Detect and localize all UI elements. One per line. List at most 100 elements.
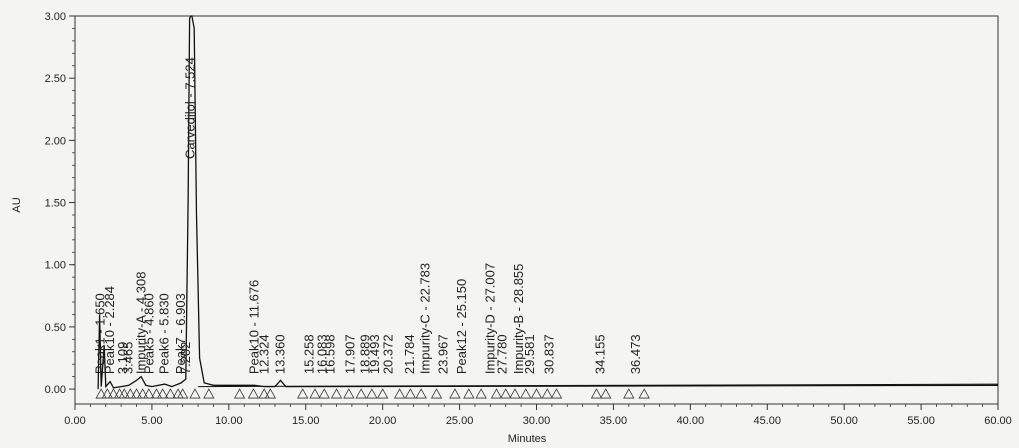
peak-label: 23.967 <box>436 334 451 374</box>
peak-label: 16.083 <box>314 334 329 374</box>
x-tick-label: 5.00 <box>141 415 162 427</box>
peak-marker-triangle <box>107 388 120 399</box>
x-tick-label: 40.00 <box>677 415 705 427</box>
peak-label: 34.155 <box>592 334 607 374</box>
peak-label: 18.889 <box>358 334 373 374</box>
x-tick-label: 50.00 <box>830 415 858 427</box>
peak-label: 7.202 <box>178 342 193 375</box>
peak-marker-triangle <box>355 388 367 399</box>
peak-label: Impurity-B - 28.855 <box>511 264 526 375</box>
peak-marker-triangle <box>638 388 650 399</box>
x-tick-label: 25.00 <box>446 415 474 427</box>
x-tick-label: 30.00 <box>523 415 551 427</box>
peak-marker-triangle <box>366 388 378 399</box>
peak-label: Peak6 - 5.830 <box>157 293 172 374</box>
peak-label: 36.473 <box>628 334 643 374</box>
y-tick-label: 3.00 <box>45 11 66 23</box>
peak-marker-triangle <box>247 388 260 399</box>
peak-label: Carvedilol - 7.524 <box>183 57 198 159</box>
y-tick-label: 2.00 <box>45 135 66 147</box>
peak-marker-triangle <box>233 388 246 399</box>
peak-marker-triangle <box>343 388 355 399</box>
peak-label: Impurity-A - 4.308 <box>133 272 148 375</box>
peak-label: 15.258 <box>302 334 317 374</box>
peak-marker-triangle <box>520 388 532 399</box>
peak-marker-triangle <box>101 388 113 399</box>
peak-marker-triangle <box>490 388 503 399</box>
peak-marker-triangle <box>430 388 443 399</box>
x-tick-label: 45.00 <box>753 415 781 427</box>
peak-marker-triangle <box>530 388 543 399</box>
peak-label: 29.581 <box>522 334 537 374</box>
peak-marker-triangle <box>475 388 487 399</box>
y-axis-title: AU <box>11 197 23 212</box>
peak-markers <box>95 388 650 399</box>
peak-marker-triangle <box>124 388 137 399</box>
peak-marker-triangle <box>393 388 406 399</box>
x-tick-label: 10.00 <box>215 415 243 427</box>
peak-marker-triangle <box>177 388 189 399</box>
peak-marker-triangle <box>95 388 107 399</box>
peak-marker-triangle <box>189 388 201 399</box>
peak-marker-triangle <box>404 388 417 399</box>
peak-marker-triangle <box>203 388 215 399</box>
peak-marker-triangle <box>137 388 149 399</box>
peak-label: Peak10 - 2.284 <box>102 286 117 374</box>
peak-label: Peak7 - 6.903 <box>173 293 188 374</box>
peak-marker-triangle <box>541 388 553 399</box>
peak-label: Impurity-C - 22.783 <box>417 263 432 374</box>
x-axis: 0.00 5.00 10.00 15.00 20.00 25.00 30.00 35.00 40… <box>64 404 1012 427</box>
peak-label: 3.465 <box>120 342 135 375</box>
peak-label: Peak12 - 25.150 <box>454 279 469 374</box>
x-tick-label: 0.00 <box>64 415 85 427</box>
peak-label: 3.109 <box>115 342 130 375</box>
x-tick-label: 35.00 <box>600 415 628 427</box>
peak-marker-triangle <box>590 388 603 399</box>
y-axis: 0.00 0.50 1.00 1.50 2.00 2.50 3.00 <box>45 11 75 396</box>
peak-label: Peak10 - 11.676 <box>247 280 262 374</box>
chromatogram-trace <box>97 15 999 390</box>
peak-marker-triangle <box>143 388 155 399</box>
x-tick-label: 60.00 <box>984 415 1012 427</box>
peak-marker-triangle <box>150 388 163 399</box>
y-tick-label: 2.50 <box>45 73 66 85</box>
peak-marker-triangle <box>550 388 563 399</box>
x-axis-title: Minutes <box>508 433 547 445</box>
peak-marker-triangle <box>130 388 143 399</box>
peak-label: 19.493 <box>367 334 382 374</box>
peak-marker-triangle <box>164 388 177 399</box>
y-tick-label: 0.50 <box>45 322 66 334</box>
peak-label: Peak5 - 4.860 <box>142 293 157 374</box>
x-tick-label: 55.00 <box>907 415 935 427</box>
y-tick-label: 0.00 <box>45 384 66 396</box>
peak-marker-triangle <box>264 388 277 399</box>
peak-marker-triangle <box>296 388 309 399</box>
peak-marker-triangle <box>318 388 330 399</box>
peak-marker-triangle <box>509 388 521 399</box>
peak-label: 21.784 <box>402 334 417 374</box>
peak-marker-triangle <box>449 388 461 399</box>
peak-marker-triangle <box>157 388 169 399</box>
peak-label: 12.324 <box>257 334 272 374</box>
peak-marker-triangle <box>415 388 427 399</box>
peak-marker-triangle <box>463 388 475 399</box>
peak-marker-triangle <box>376 388 389 399</box>
baseline-line <box>198 383 999 388</box>
peak-label: 30.837 <box>541 334 556 374</box>
peak-marker-triangle <box>330 388 343 399</box>
peak-label: 20.372 <box>380 334 395 374</box>
peak-label: 16.598 <box>322 334 337 374</box>
y-tick-label: 1.50 <box>45 198 66 210</box>
x-tick-label: 20.00 <box>369 415 397 427</box>
peak-marker-triangle <box>258 388 270 399</box>
peak-label: 27.780 <box>494 334 509 374</box>
x-tick-label: 15.00 <box>292 415 320 427</box>
peak-label: 13.360 <box>273 334 288 374</box>
peak-label: Impurity-D - 27.007 <box>482 263 497 374</box>
peak-marker-triangle <box>500 388 512 399</box>
peak-marker-triangle <box>309 388 321 399</box>
